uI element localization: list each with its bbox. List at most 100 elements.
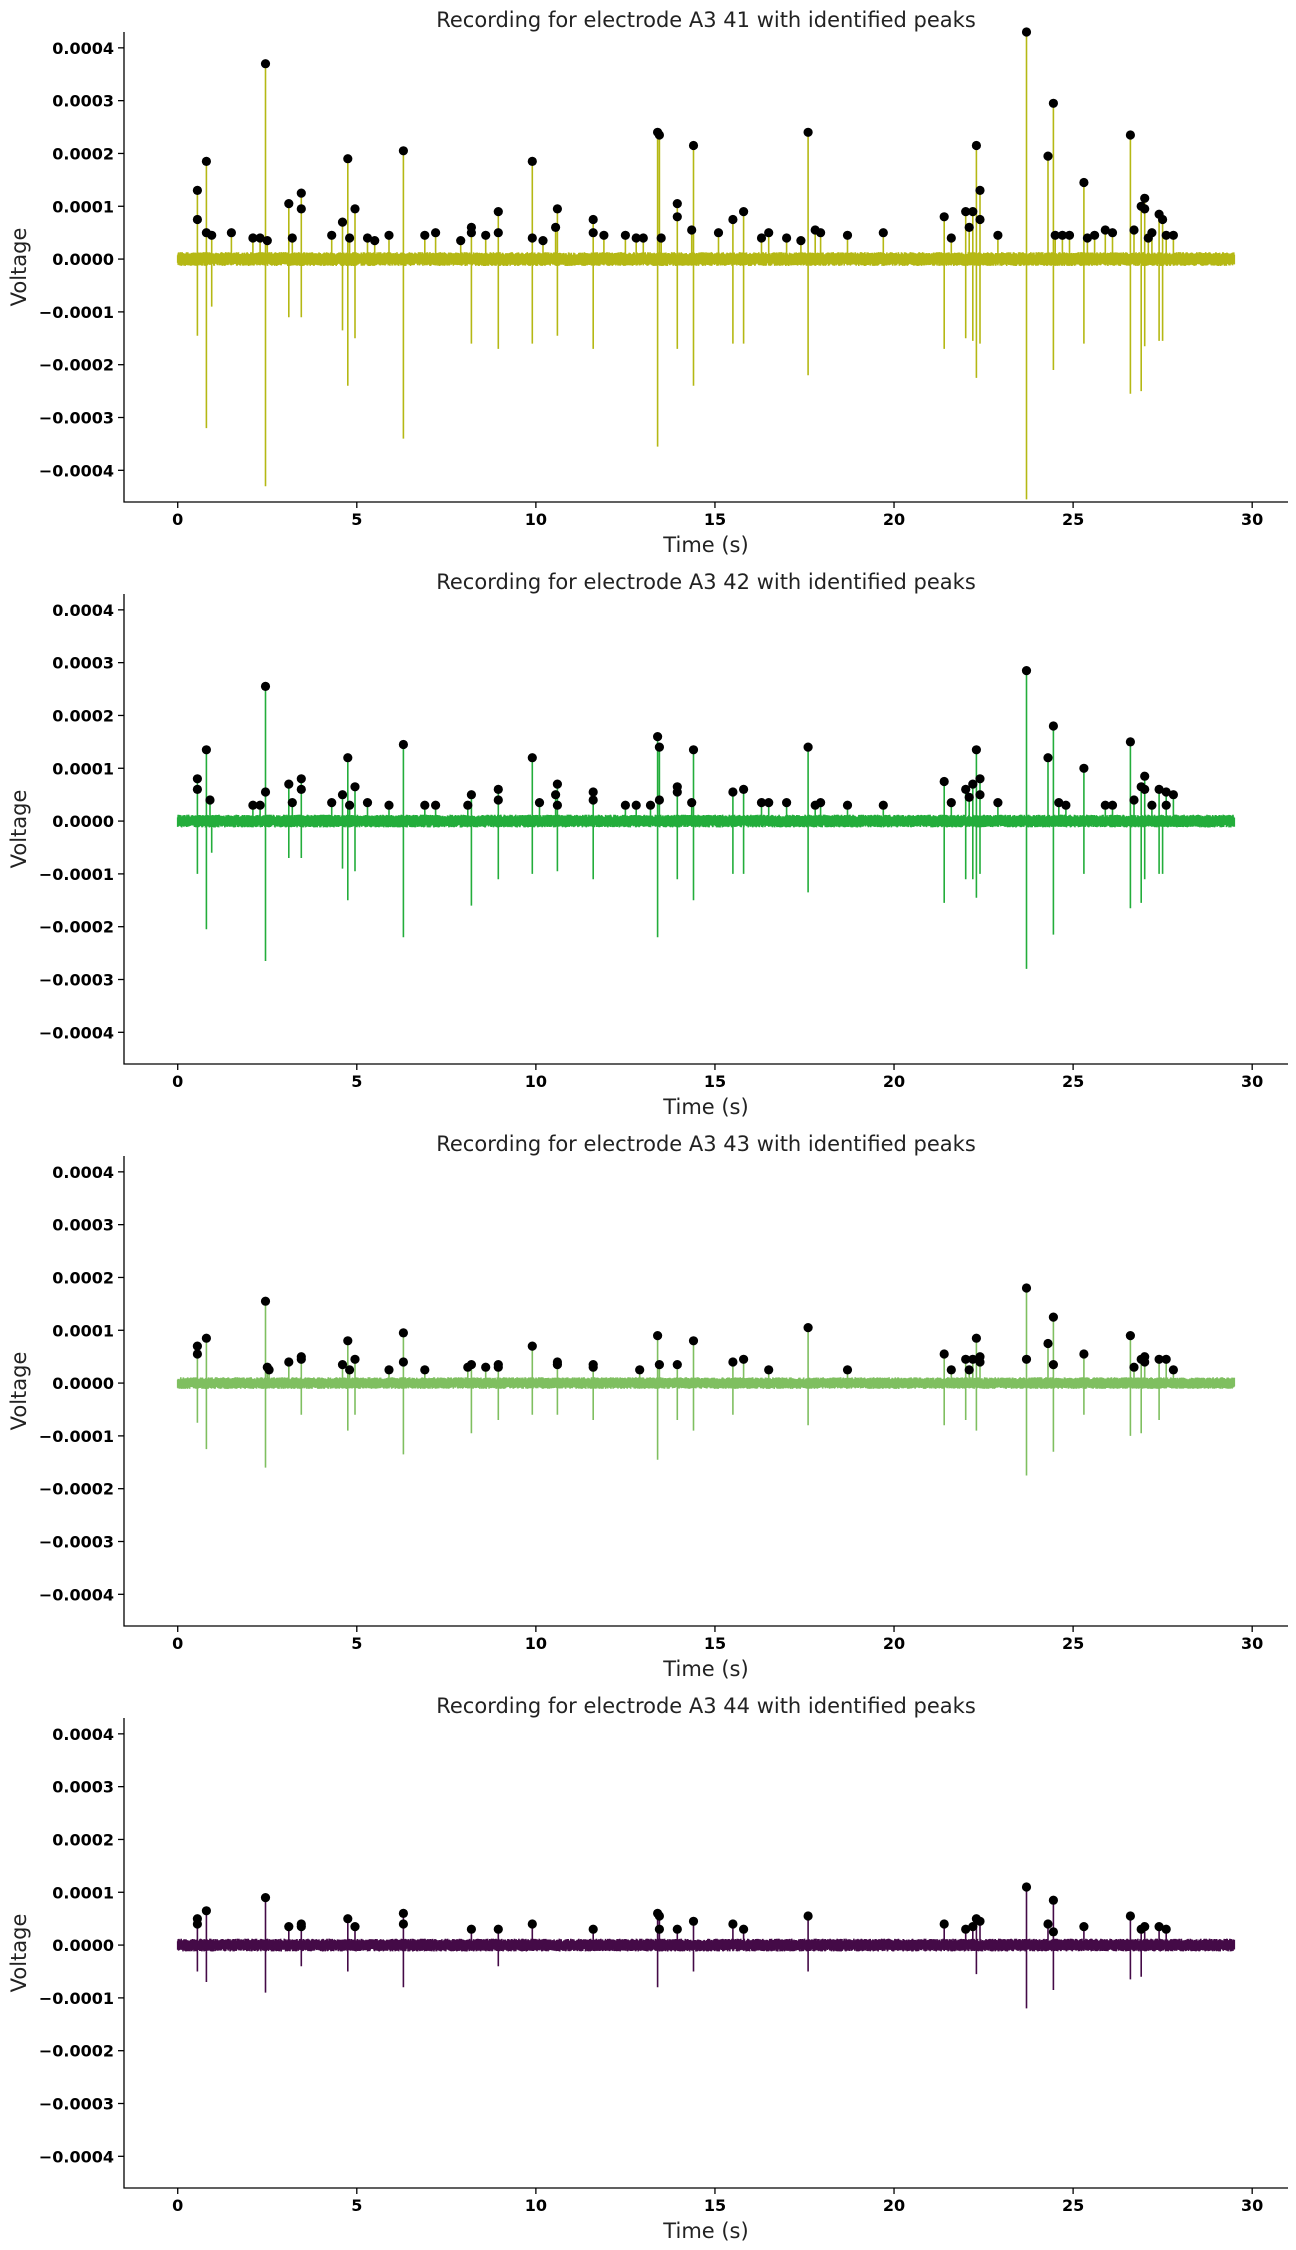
peak-marker bbox=[398, 739, 408, 750]
peak-marker bbox=[1125, 1911, 1135, 1921]
peak-marker bbox=[816, 798, 826, 808]
peak-marker bbox=[551, 790, 561, 800]
chart-panel-42: Recording for electrode A3 42 with ident… bbox=[0, 562, 1296, 1124]
peak-marker bbox=[842, 230, 853, 240]
y-tick-label: −0.0003 bbox=[39, 1533, 114, 1552]
peak-marker bbox=[493, 1362, 503, 1372]
y-tick-label: 0.0002 bbox=[52, 706, 114, 725]
peak-marker bbox=[975, 1357, 985, 1367]
peak-marker bbox=[255, 233, 265, 243]
peak-marker bbox=[296, 204, 306, 214]
peak-marker bbox=[688, 140, 699, 151]
peak-marker bbox=[493, 784, 503, 794]
x-tick-label: 15 bbox=[704, 1072, 726, 1091]
axis-spines bbox=[123, 1718, 1288, 2189]
peak-marker bbox=[493, 228, 503, 238]
chart-svg: Recording for electrode A3 42 with ident… bbox=[7, 570, 1288, 1119]
x-tick-label: 10 bbox=[525, 1072, 547, 1091]
peak-marker bbox=[993, 230, 1003, 240]
peak-marker bbox=[345, 1365, 355, 1375]
peak-marker bbox=[1079, 763, 1089, 773]
peak-marker bbox=[463, 800, 473, 810]
peak-marker bbox=[527, 1341, 537, 1351]
peak-marker bbox=[337, 1360, 348, 1370]
peak-marker bbox=[296, 1922, 306, 1932]
y-tick-label: −0.0003 bbox=[39, 2095, 114, 2114]
peak-marker bbox=[654, 742, 665, 752]
peak-marker bbox=[654, 1924, 665, 1934]
peak-marker bbox=[343, 1914, 353, 1924]
peak-markers bbox=[192, 27, 1178, 246]
peak-marker bbox=[1140, 193, 1150, 203]
x-tick-label: 25 bbox=[1062, 2196, 1084, 2215]
peak-marker bbox=[384, 1365, 394, 1375]
peak-marker bbox=[764, 228, 774, 238]
x-tick-label: 0 bbox=[172, 1072, 183, 1091]
voltage-trace bbox=[176, 670, 1236, 969]
peak-marker bbox=[1140, 204, 1150, 214]
x-tick-label: 5 bbox=[351, 510, 362, 529]
y-axis-label: Voltage bbox=[7, 1352, 31, 1431]
peak-marker bbox=[350, 1354, 360, 1364]
peak-markers bbox=[192, 1283, 1178, 1375]
peak-marker bbox=[201, 745, 211, 755]
peak-marker bbox=[878, 228, 888, 238]
peak-marker bbox=[672, 787, 682, 797]
peak-marker bbox=[961, 1924, 971, 1934]
peak-marker bbox=[964, 792, 974, 802]
peak-marker bbox=[971, 1333, 982, 1343]
peak-marker bbox=[739, 1924, 749, 1934]
peak-marker bbox=[739, 207, 749, 217]
peak-marker bbox=[552, 800, 563, 810]
peak-marker bbox=[1061, 800, 1071, 810]
peak-marker bbox=[192, 1349, 202, 1359]
peak-marker bbox=[654, 795, 665, 805]
y-tick-label: −0.0003 bbox=[39, 409, 114, 428]
peak-marker bbox=[260, 681, 271, 691]
peak-marker bbox=[370, 236, 380, 246]
peak-marker bbox=[968, 779, 978, 789]
peak-marker bbox=[588, 1924, 598, 1934]
peak-marker bbox=[1021, 27, 1032, 37]
peak-marker bbox=[248, 800, 258, 810]
peak-marker bbox=[1043, 151, 1053, 161]
peak-marker bbox=[205, 795, 215, 805]
x-tick-label: 25 bbox=[1062, 1072, 1084, 1091]
peak-marker bbox=[260, 59, 271, 69]
peak-marker bbox=[620, 230, 631, 240]
peak-marker bbox=[653, 732, 663, 742]
peak-marker bbox=[1048, 1360, 1058, 1370]
y-axis-label: Voltage bbox=[7, 790, 31, 869]
peak-marker bbox=[384, 800, 394, 810]
y-tick-label: −0.0001 bbox=[39, 303, 114, 322]
peak-marker bbox=[192, 774, 202, 784]
x-tick-label: 5 bbox=[351, 1634, 362, 1653]
peak-marker bbox=[192, 1919, 202, 1929]
peak-marker bbox=[1168, 1365, 1178, 1375]
peak-marker bbox=[1048, 1927, 1058, 1937]
peak-marker bbox=[599, 230, 609, 240]
peak-marker bbox=[343, 1336, 353, 1346]
y-axis-label: Voltage bbox=[7, 228, 31, 307]
x-axis-label: Time (s) bbox=[662, 1657, 748, 1681]
peak-marker bbox=[588, 228, 598, 238]
peak-marker bbox=[284, 1357, 294, 1367]
peak-marker bbox=[431, 228, 441, 238]
peak-marker bbox=[527, 1919, 537, 1929]
peak-marker bbox=[287, 798, 297, 808]
peak-marker bbox=[782, 233, 792, 243]
x-tick-label: 20 bbox=[883, 1072, 905, 1091]
peak-marker bbox=[728, 787, 738, 797]
y-tick-label: −0.0004 bbox=[39, 2147, 114, 2166]
peak-marker bbox=[398, 1908, 408, 1918]
peak-marker bbox=[201, 1333, 211, 1343]
peak-marker bbox=[226, 228, 236, 238]
peak-marker bbox=[264, 1365, 274, 1375]
chart-panel-43: Recording for electrode A3 43 with ident… bbox=[0, 1124, 1296, 1686]
peak-marker bbox=[248, 233, 258, 243]
y-tick-label: 0.0002 bbox=[52, 1268, 114, 1287]
peak-marker bbox=[672, 1360, 682, 1370]
peak-marker bbox=[1125, 130, 1135, 140]
peak-marker bbox=[1158, 214, 1168, 225]
peak-marker bbox=[842, 1365, 853, 1375]
